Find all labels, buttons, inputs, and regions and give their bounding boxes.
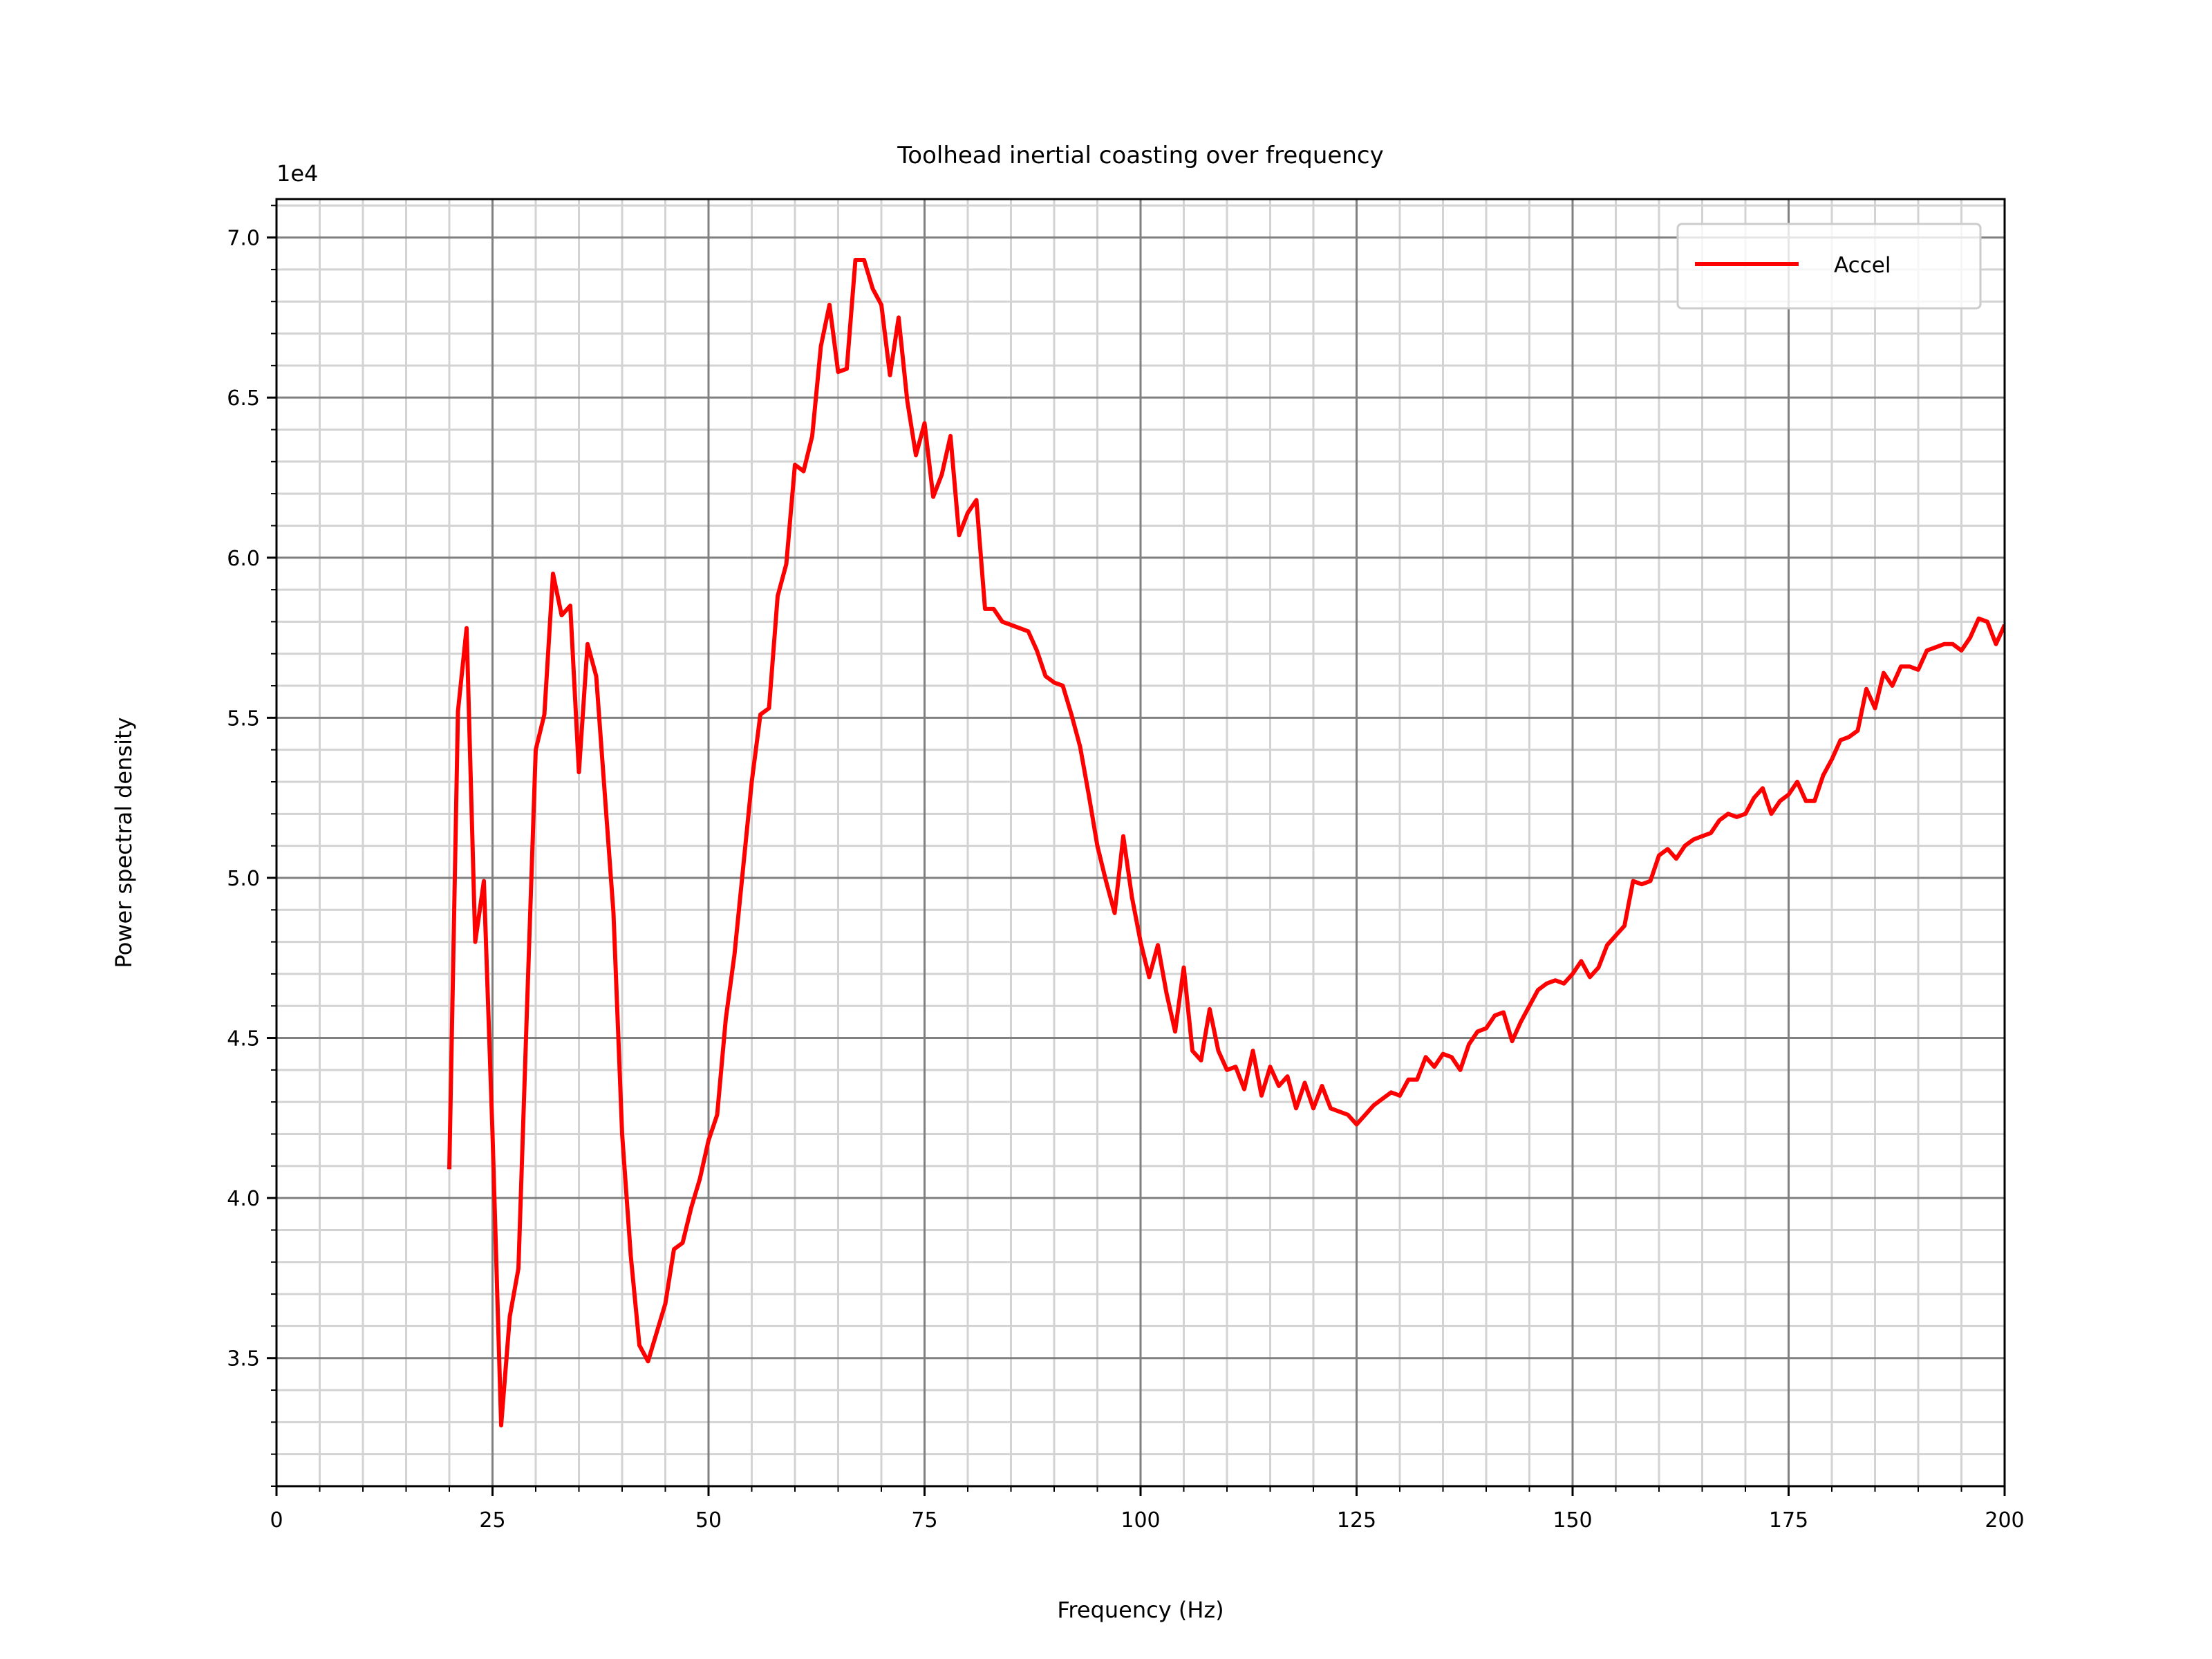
x-axis-label: Frequency (Hz) [1057,1597,1224,1623]
x-tick-label: 25 [479,1508,505,1533]
y-tick-label: 4.5 [227,1027,260,1051]
chart-title: Toolhead inertial coasting over frequenc… [897,142,1383,169]
y-tick-label: 7.0 [227,227,260,251]
y-tick-label: 3.5 [227,1347,260,1371]
y-tick-label: 6.0 [227,547,260,571]
y-tick-label: 5.5 [227,706,260,731]
x-tick-label: 200 [1985,1508,2024,1533]
series-layer [447,258,2005,1427]
legend-box [1676,223,1982,310]
y-axis-label: Power spectral density [111,718,137,968]
y-offset-label: 1e4 [276,160,318,187]
y-tick-label: 6.5 [227,386,260,411]
plot-frame [275,198,2006,1488]
legend-label-accel: Accel [1834,253,1891,278]
x-tick-label: 0 [270,1508,283,1533]
x-tick-label: 100 [1121,1508,1160,1533]
legend: Accel [1676,223,1982,310]
x-tick-label: 125 [1337,1508,1376,1533]
series-line-accel [447,258,2005,1427]
x-tick-label: 175 [1769,1508,1808,1533]
x-tick-label: 150 [1553,1508,1592,1533]
x-tick-label: 50 [695,1508,722,1533]
x-tick-label: 75 [911,1508,937,1533]
y-tick-label: 5.0 [227,867,260,891]
y-tick-label: 4.0 [227,1187,260,1211]
tick-labels: 0 25 50 75 100 125 150 175 200 3.5 4.0 4.5 5.0 5.5 6.0… [227,227,2024,1533]
minor-grid [276,199,2005,1488]
